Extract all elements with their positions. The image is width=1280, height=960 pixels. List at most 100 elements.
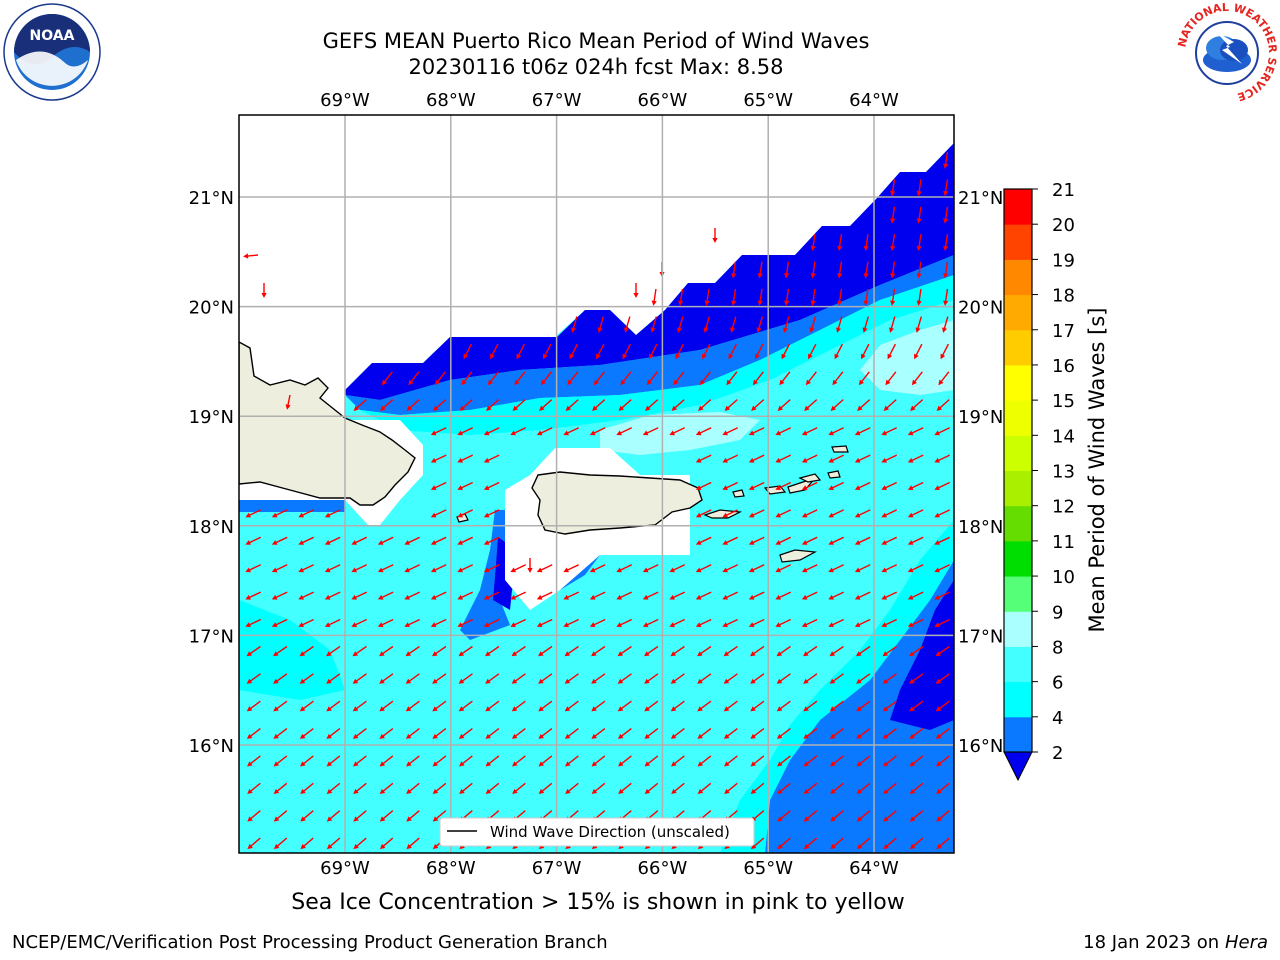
lat-tick-right: 17°N [958, 626, 1003, 647]
wind-wave-arrow [856, 673, 871, 684]
wind-wave-arrow [678, 288, 684, 306]
colorbar-segment [1004, 470, 1032, 507]
wind-wave-arrow [881, 564, 898, 573]
island-outline [779, 549, 818, 563]
wind-wave-arrow [571, 316, 578, 333]
wind-wave-arrow [457, 509, 474, 518]
wind-wave-arrow [616, 427, 633, 436]
wind-wave-arrow [907, 481, 924, 491]
wind-wave-arrow [432, 755, 447, 767]
wind-wave-arrow [432, 810, 447, 822]
wind-wave-arrow [943, 206, 949, 224]
wind-wave-arrow [485, 755, 500, 767]
wind-wave-arrow [245, 509, 262, 518]
wind-wave-arrow [890, 261, 896, 279]
colorbar-tick: 8 [1052, 637, 1063, 658]
wind-wave-arrow [828, 481, 845, 491]
wind-wave-arrow [483, 509, 500, 518]
wind-wave-arrow [430, 618, 447, 628]
colorbar-tick: 16 [1052, 356, 1075, 377]
wind-wave-arrow [538, 728, 553, 739]
colorbar-segment [1004, 259, 1032, 296]
wind-wave-arrow [243, 253, 259, 259]
wind-wave-arrow [536, 427, 553, 436]
colorbar-segment [1004, 505, 1032, 542]
map-plot-area [239, 115, 954, 853]
wind-wave-arrow [858, 371, 870, 386]
wind-wave-arrow [622, 343, 631, 360]
wind-wave-arrow [856, 728, 871, 739]
wind-wave-arrow [618, 755, 632, 767]
colorbar-segment [1004, 400, 1032, 436]
wind-wave-arrow [936, 399, 950, 411]
nws-logo: NATIONAL WEATHER SERVICE [1176, 2, 1278, 104]
lon-tick-bottom: 68°W [426, 858, 476, 879]
wind-wave-arrow [907, 454, 924, 463]
wind-wave-arrow [430, 454, 447, 463]
field-8-9s-mona [600, 412, 760, 455]
lat-tick-right: 21°N [958, 188, 1003, 209]
wind-wave-arrow [801, 564, 818, 573]
wind-wave-arrow [616, 591, 633, 600]
wind-wave-arrow [273, 810, 288, 822]
wind-wave-arrow [671, 755, 685, 767]
wind-wave-arrow [616, 618, 633, 628]
wind-wave-arrow [670, 673, 685, 684]
wind-wave-arrow [406, 755, 420, 767]
colorbar-tick: 12 [1052, 497, 1075, 518]
wind-wave-arrow [458, 728, 473, 739]
wind-wave-arrow [644, 755, 659, 767]
wind-wave-arrow [810, 261, 816, 279]
wind-wave-arrow [405, 673, 420, 684]
colorbar-segment [1004, 189, 1032, 225]
wind-wave-arrow [776, 673, 791, 684]
wind-wave-arrow [591, 700, 606, 712]
wind-wave-arrow [934, 481, 951, 491]
land-hispaniola [239, 341, 416, 506]
wind-wave-arrow [883, 782, 897, 795]
wind-wave-arrow [781, 343, 790, 360]
wind-wave-arrow [300, 782, 314, 795]
wind-wave-arrow [750, 728, 765, 739]
wind-wave-arrow [430, 564, 447, 573]
wind-wave-arrow [487, 371, 499, 386]
wind-wave-arrow [857, 399, 871, 411]
wind-wave-arrow [565, 782, 579, 795]
wind-wave-arrow [703, 316, 711, 333]
wind-wave-arrow [457, 454, 474, 463]
lon-tick-bottom: 69°W [320, 858, 370, 879]
wind-wave-arrow [670, 700, 685, 712]
wind-wave-arrow [642, 618, 659, 628]
wind-wave-arrow [777, 810, 791, 822]
lon-tick-bottom: 65°W [743, 858, 793, 879]
wind-wave-arrow [563, 427, 580, 436]
wind-wave-arrow [699, 371, 711, 386]
wind-wave-arrow [511, 728, 526, 739]
wind-wave-arrow [538, 782, 553, 795]
wind-wave-arrow [459, 399, 473, 411]
lon-tick-bottom: 67°W [532, 858, 582, 879]
colorbar-label: Mean Period of Wind Waves [s] [1085, 307, 1109, 633]
wind-wave-arrow [730, 316, 737, 333]
wind-wave-arrow [854, 509, 871, 518]
wind-wave-arrow [856, 700, 871, 712]
sea-ice-note: Sea Ice Concentration > 15% is shown in … [291, 890, 905, 915]
wind-wave-arrow [430, 591, 447, 600]
wind-wave-arrow [748, 618, 765, 628]
wind-wave-arrow [485, 728, 500, 739]
wind-wave-arrow [483, 454, 500, 463]
wind-wave-arrow [856, 810, 871, 822]
wind-wave-arrow [890, 206, 896, 224]
wind-wave-arrow [748, 481, 765, 491]
wind-wave-arrow [432, 700, 447, 712]
wind-wave-arrow [909, 700, 924, 712]
wind-wave-arrow [909, 755, 924, 767]
island-outline [798, 473, 822, 483]
wind-wave-arrow [351, 536, 368, 545]
wind-wave-arrow [907, 591, 924, 600]
wind-wave-arrow [564, 700, 579, 712]
wind-wave-arrow [670, 728, 685, 739]
wind-wave-arrow [801, 591, 818, 600]
wind-wave-arrow [405, 700, 420, 712]
wind-wave-arrow [882, 700, 897, 712]
